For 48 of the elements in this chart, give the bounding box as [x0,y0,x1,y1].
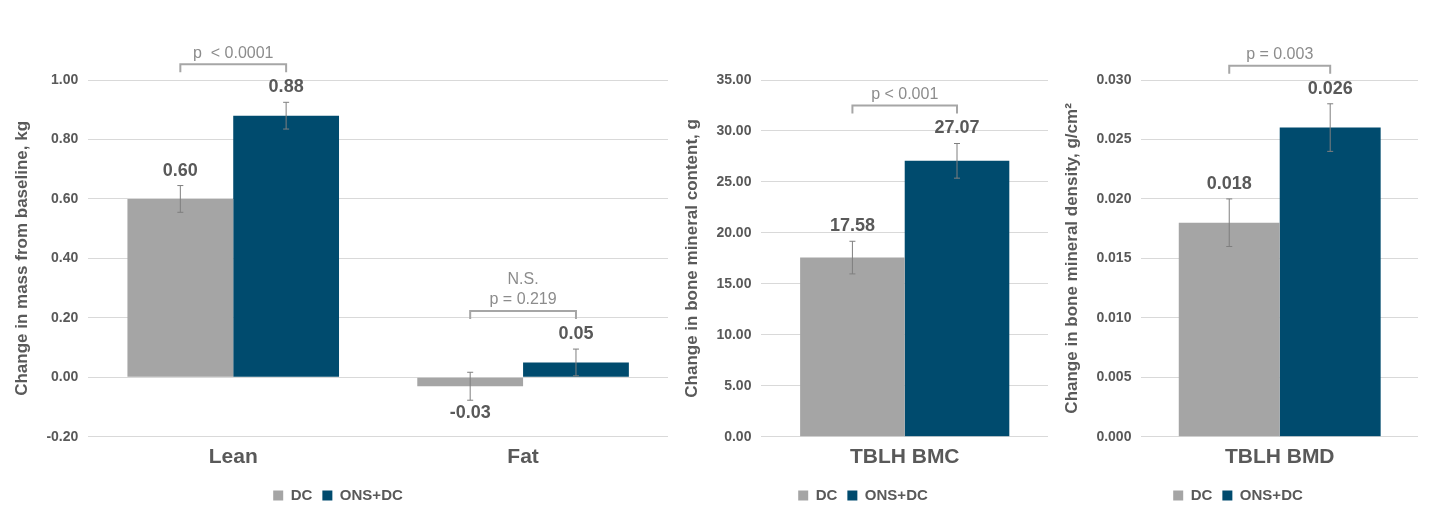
legend-label: DC [815,485,838,503]
data-label: -0.03 [449,402,491,423]
y-axis-title: Change in bone mineral density, g/cm² [1061,102,1081,414]
legend-label: DC [1190,485,1213,503]
data-label: 0.026 [1307,77,1353,98]
y-tick-label: 5.00 [724,376,752,393]
y-tick-label: 0.025 [1096,130,1132,147]
annotation: N.S. [507,270,539,288]
text: p = 0.003 [1246,45,1314,63]
y-axis-title: Change in mass from baseline, kg [11,120,31,396]
data-label: 17.58 [829,215,875,236]
y-tick-label: 0.010 [1096,308,1132,325]
y-tick-label: 0.00 [51,368,79,385]
data-label: 0.60 [162,159,198,180]
y-tick-label: -0.20 [46,427,79,444]
annotation: p < 0.001 [871,84,939,102]
y-tick-label: 1.00 [51,70,79,87]
y-tick-label: 0.20 [51,308,79,325]
legend-label: ONS+DC [864,485,928,503]
data-label: 27.07 [934,117,980,138]
y-tick-label: 25.00 [716,172,752,189]
y-tick-label: 30.00 [716,121,752,138]
data-label: 0.88 [268,76,304,97]
y-tick-label: 15.00 [716,274,752,291]
y-tick-label: 0.80 [51,130,79,147]
legend-label: DC [290,485,313,503]
y-tick-label: 0.60 [51,189,79,206]
x-tick-label: Fat [507,444,539,468]
legend-label: ONS+DC [339,485,403,503]
y-tick-label: 0.00 [724,427,752,444]
y-tick-label: 20.00 [716,223,752,240]
y-tick-label: 0.020 [1096,189,1132,206]
x-tick-label: TBLH BMC [849,444,960,468]
y-tick-label: 10.00 [716,325,752,342]
annotation: p = 0.219 [489,290,557,308]
y-tick-label: 0.030 [1096,70,1132,87]
y-tick-label: 0.000 [1096,427,1132,444]
legend-label: ONS+DC [1239,485,1303,503]
text: p < 0.0001 [192,43,274,61]
y-tick-label: 0.005 [1096,368,1132,385]
x-tick-label: Lean [208,444,258,468]
y-axis-title: Change in bone mineral content, g [681,119,701,398]
y-tick-label: 0.40 [51,249,79,266]
data-label: 0.018 [1206,172,1252,193]
x-tick-label: TBLH BMD [1224,444,1335,468]
y-tick-label: 35.00 [716,70,752,87]
data-label: 0.05 [558,323,594,344]
y-tick-label: 0.015 [1096,249,1132,266]
